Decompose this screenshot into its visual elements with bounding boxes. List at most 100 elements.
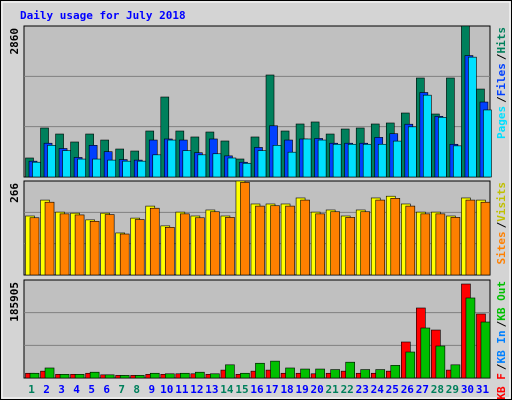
bar xyxy=(134,375,145,379)
bar xyxy=(435,213,446,276)
legend-entry: Sites xyxy=(495,231,508,264)
x-tick-label: 1 xyxy=(28,383,35,396)
bar xyxy=(164,226,175,276)
bar xyxy=(255,362,265,379)
bar xyxy=(408,126,417,178)
chart-title: Daily usage for July 2018 xyxy=(20,9,186,22)
bar xyxy=(405,205,416,276)
bar xyxy=(77,158,86,178)
bar xyxy=(167,139,177,178)
legend-entry: Hits xyxy=(495,27,508,54)
x-tick-label: 18 xyxy=(280,383,293,396)
x-tick-label: 24 xyxy=(371,383,385,396)
bar xyxy=(29,372,40,379)
bar xyxy=(438,117,447,178)
bar xyxy=(362,143,372,178)
bar xyxy=(257,150,267,178)
x-tick-label: 13 xyxy=(205,383,218,396)
legend-entry: Files xyxy=(495,63,508,96)
bar xyxy=(104,214,115,276)
bar xyxy=(210,211,220,276)
x-tick-label: 25 xyxy=(386,383,399,396)
bar xyxy=(480,321,491,379)
bar xyxy=(360,369,371,379)
bar xyxy=(180,213,190,276)
bar xyxy=(119,375,130,379)
bar xyxy=(270,360,280,379)
y-tick-label: 2860 xyxy=(8,28,21,55)
x-tick-label: 2 xyxy=(43,383,50,396)
bar xyxy=(44,367,55,379)
bar xyxy=(420,327,431,379)
bar xyxy=(59,213,70,276)
bar xyxy=(345,217,355,276)
legend-entry: Visits xyxy=(495,182,508,222)
bar xyxy=(390,365,401,379)
bar xyxy=(195,371,205,379)
bar xyxy=(285,367,295,379)
bar xyxy=(62,150,71,178)
legend-separator: / xyxy=(495,96,508,103)
bar xyxy=(92,158,101,178)
bar xyxy=(225,217,235,276)
bar xyxy=(302,138,312,178)
bar xyxy=(107,159,116,178)
x-tick-label: 7 xyxy=(118,383,125,396)
x-tick-label: 16 xyxy=(250,383,264,396)
bar xyxy=(210,373,220,379)
bar xyxy=(423,94,432,178)
legend-separator: / xyxy=(495,53,508,60)
bar xyxy=(345,361,355,379)
bar xyxy=(480,201,491,276)
bar xyxy=(405,351,416,379)
x-tick-label: 14 xyxy=(220,383,234,396)
x-tick-label: 30 xyxy=(461,383,474,396)
x-tick-label: 11 xyxy=(175,383,189,396)
x-tick-label: 20 xyxy=(311,383,324,396)
legend-entry: KB In xyxy=(495,330,508,363)
bar xyxy=(152,154,162,178)
bar xyxy=(32,161,41,178)
bar xyxy=(330,211,340,276)
legend-entry: KB F xyxy=(495,373,508,400)
bar xyxy=(272,145,282,178)
bar xyxy=(104,374,115,379)
bar xyxy=(465,297,476,379)
bar xyxy=(227,157,237,178)
x-tick-label: 17 xyxy=(265,383,278,396)
bar xyxy=(212,153,222,178)
bar xyxy=(255,205,265,276)
bar xyxy=(300,199,310,276)
bar xyxy=(453,145,462,178)
bar xyxy=(180,372,190,379)
x-tick-label: 15 xyxy=(235,383,248,396)
x-tick-label: 28 xyxy=(431,383,444,396)
bar xyxy=(450,364,461,379)
bar xyxy=(89,220,100,276)
x-tick-label: 5 xyxy=(88,383,95,396)
bar xyxy=(182,150,192,178)
bar xyxy=(74,214,85,276)
x-tick-label: 9 xyxy=(148,383,155,396)
bar xyxy=(240,182,250,276)
bar xyxy=(47,145,56,178)
y-tick-label: 185905 xyxy=(8,282,21,322)
bar xyxy=(134,219,145,276)
bar xyxy=(287,151,297,178)
bar xyxy=(44,201,55,276)
bar xyxy=(468,56,477,178)
bar xyxy=(375,369,386,379)
x-tick-label: 19 xyxy=(295,383,308,396)
legend-entry: Pages xyxy=(495,106,508,139)
bar xyxy=(89,371,100,379)
bar xyxy=(300,368,310,379)
bar xyxy=(149,207,160,276)
x-tick-label: 23 xyxy=(356,383,369,396)
x-tick-label: 10 xyxy=(160,383,173,396)
bar xyxy=(420,213,431,276)
legend: Pages/Files/Hits xyxy=(495,27,508,139)
x-tick-label: 26 xyxy=(401,383,415,396)
legend-separator: / xyxy=(495,363,508,370)
bar xyxy=(332,143,342,178)
bar xyxy=(390,198,401,276)
